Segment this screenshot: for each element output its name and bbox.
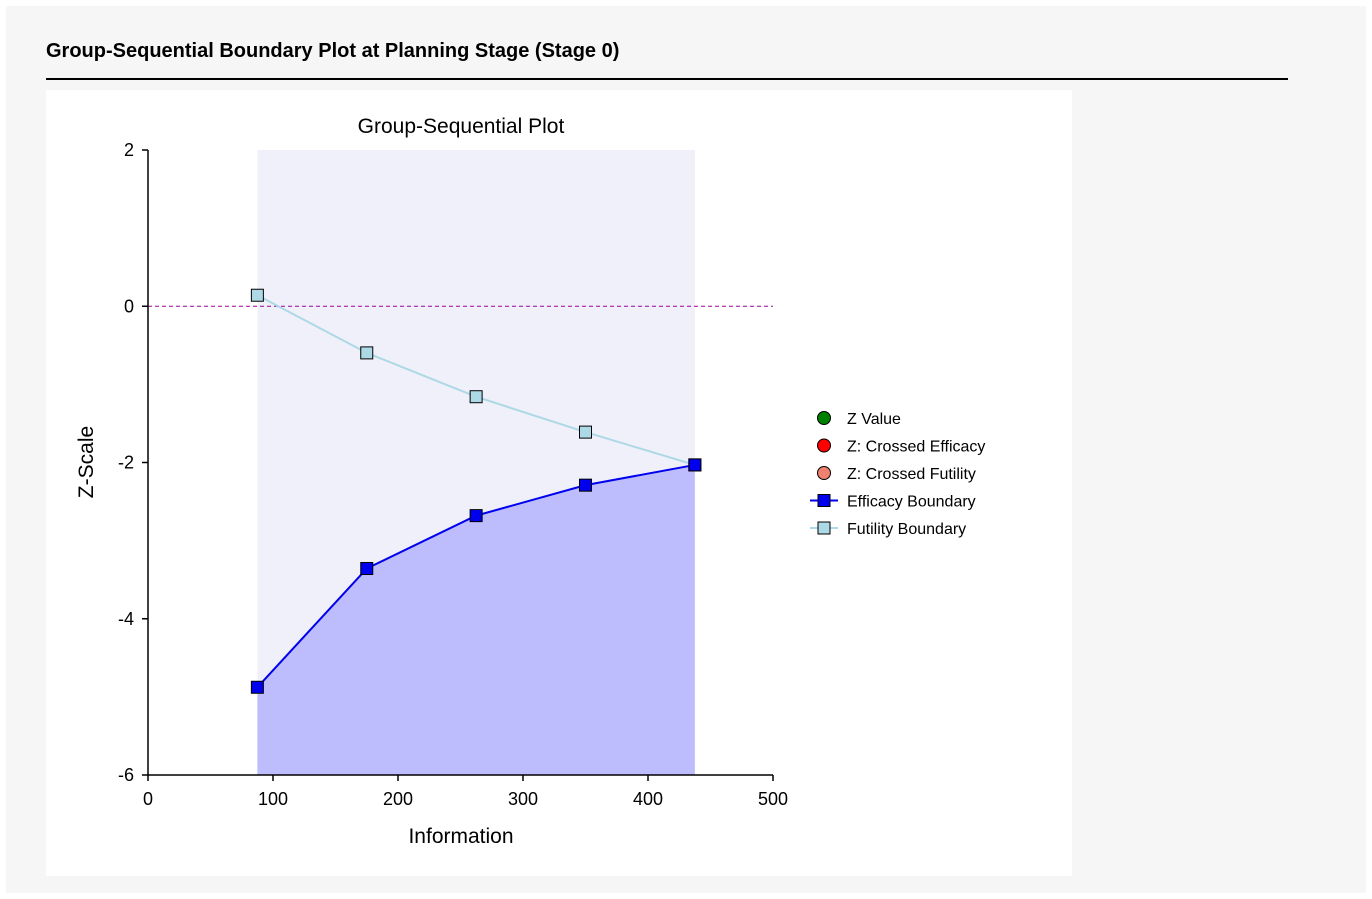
- group-sequential-chart: 2 0 -2 -4 -6 0 100 200 300 400 500 Group-Sequentia…: [75, 115, 985, 848]
- chart-panel: 2 0 -2 -4 -6 0 100 200 300 400 500 Group-Sequentia…: [46, 90, 1072, 876]
- y-tick-label: 0: [124, 296, 134, 316]
- futility-boundary-point: [469, 390, 483, 404]
- report-heading: Group-Sequential Boundary Plot at Planni…: [46, 40, 620, 62]
- efficacy-boundary-point: [250, 680, 264, 694]
- report-page: Group-Sequential Boundary Plot at Planni…: [6, 6, 1366, 893]
- x-tick-label: 200: [383, 789, 413, 809]
- x-tick-label: 400: [633, 789, 663, 809]
- chart-title: Group-Sequential Plot: [358, 115, 565, 138]
- legend-marker: [817, 411, 831, 425]
- futility-boundary-point: [579, 425, 592, 439]
- efficacy-boundary-point: [360, 562, 374, 576]
- y-tick-label: -6: [118, 765, 134, 785]
- y-axis-label: Z-Scale: [75, 426, 98, 498]
- efficacy-boundary-point: [469, 509, 483, 523]
- efficacy-region: [257, 464, 695, 775]
- y-tick-label: 2: [124, 140, 134, 160]
- legend-marker: [817, 494, 831, 507]
- legend-marker: [817, 521, 831, 535]
- x-tick-label: 100: [258, 789, 288, 809]
- x-tick-label: 300: [508, 789, 538, 809]
- plot-regions: [257, 150, 695, 775]
- legend-marker: [817, 438, 831, 453]
- legend-label: Z Value: [847, 411, 901, 428]
- x-tick-label: 0: [143, 789, 153, 809]
- futility-boundary-point: [250, 288, 264, 302]
- series-group: [250, 288, 702, 694]
- y-tick-label: -4: [118, 609, 134, 629]
- legend-label: Efficacy Boundary: [847, 494, 976, 511]
- legend-label: Z: Crossed Efficacy: [847, 439, 985, 456]
- x-tick-label: 500: [758, 789, 788, 809]
- efficacy-boundary-point: [688, 458, 702, 472]
- legend: Z Value Z: Crossed Efficacy Z: Crossed Fut…: [810, 411, 985, 538]
- legend-label: Z: Crossed Futility: [847, 466, 976, 483]
- y-tick-label: -2: [118, 453, 134, 473]
- legend-label: Futility Boundary: [847, 521, 966, 538]
- legend-marker: [817, 466, 831, 480]
- axes: 2 0 -2 -4 -6 0 100 200 300 400 500: [118, 140, 788, 809]
- efficacy-boundary-point: [579, 478, 592, 492]
- x-axis-label: Information: [408, 825, 513, 848]
- futility-boundary-point: [360, 346, 374, 360]
- heading-rule: [46, 78, 1288, 80]
